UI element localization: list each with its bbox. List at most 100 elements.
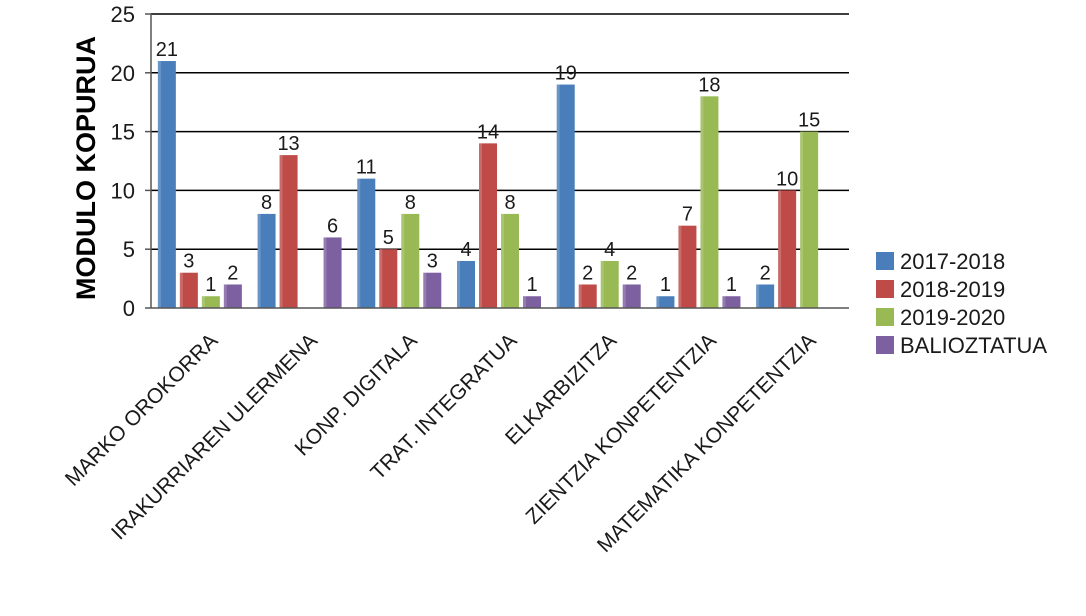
- legend-label: BALIOZTATUA: [900, 333, 1047, 358]
- bar: [457, 260, 475, 308]
- data-label: 2: [626, 262, 637, 284]
- bar-highlight: [357, 178, 361, 308]
- data-label: 21: [156, 39, 178, 61]
- bar: [700, 96, 719, 308]
- legend-swatch: [876, 280, 894, 298]
- bar-highlight: [401, 213, 405, 308]
- bar: [622, 284, 641, 308]
- bar: [179, 272, 198, 308]
- bar-highlight: [323, 237, 327, 308]
- bar-highlight: [700, 96, 704, 308]
- x-tick-label: MATEMATIKA KONPETENTZIA: [593, 329, 821, 557]
- data-label: 1: [205, 274, 216, 296]
- bar-highlight: [479, 143, 482, 308]
- bar: [401, 213, 420, 308]
- data-label: 1: [526, 274, 537, 296]
- bar-highlight: [523, 296, 526, 308]
- bar-highlight: [379, 249, 383, 308]
- bar-highlight: [457, 260, 460, 308]
- bar: [578, 284, 597, 308]
- y-tick-label: 0: [123, 296, 135, 321]
- bar-highlight: [600, 260, 604, 308]
- data-label: 2: [227, 262, 238, 284]
- bar: [223, 284, 242, 308]
- legend-swatch: [876, 336, 894, 354]
- grid-lines: [151, 13, 849, 250]
- y-tick-label: 10: [111, 178, 135, 203]
- bar: [800, 131, 819, 308]
- data-label: 1: [660, 274, 671, 296]
- legend-swatch: [876, 308, 894, 326]
- y-tick-label: 5: [123, 237, 135, 262]
- bar: [379, 249, 398, 308]
- bar: [600, 260, 619, 308]
- x-tick-label: IRAKURRIAREN ULERMENA: [107, 329, 322, 544]
- bar: [722, 296, 741, 308]
- legend-label: 2018-2019: [900, 277, 1005, 302]
- data-label: 2: [760, 262, 771, 284]
- bar: [501, 213, 519, 308]
- bar: [479, 143, 497, 308]
- bar-highlight: [157, 61, 161, 308]
- x-tick-label: ZIENTZIA KONPETENTZIA: [522, 329, 721, 528]
- bar: [201, 296, 220, 308]
- data-label: 1: [726, 274, 737, 296]
- data-label: 3: [427, 251, 438, 273]
- data-label: 15: [798, 110, 820, 132]
- data-label: 5: [383, 227, 394, 249]
- bar: [523, 296, 541, 308]
- bar: [556, 84, 575, 308]
- data-label: 11: [356, 157, 377, 179]
- bar-highlight: [756, 284, 760, 308]
- data-label: 19: [555, 63, 577, 85]
- legend: 2017-2018 2018-2019 2019-2020 BALIOZTATUA: [876, 249, 1047, 358]
- data-label: 14: [477, 121, 499, 143]
- bar-highlight: [800, 131, 804, 308]
- bar-highlight: [556, 84, 560, 308]
- bar: [257, 213, 276, 308]
- bar-highlight: [778, 190, 782, 308]
- data-label: 8: [405, 192, 416, 214]
- y-axis-title: MODULO KOPURUA: [71, 36, 101, 300]
- bar-highlight: [179, 272, 183, 308]
- legend-swatch: [876, 252, 894, 270]
- bar: [678, 225, 697, 308]
- bar: [756, 284, 775, 308]
- data-label: 13: [277, 133, 299, 155]
- data-label: 4: [460, 239, 471, 261]
- bar-highlight: [622, 284, 626, 308]
- bar: [279, 155, 298, 308]
- bar-highlight: [722, 296, 726, 308]
- bar: [423, 272, 442, 308]
- legend-label: 2019-2020: [900, 305, 1005, 330]
- bar-highlight: [501, 213, 504, 308]
- data-label: 6: [327, 215, 338, 237]
- data-label: 4: [604, 239, 615, 261]
- bar: [656, 296, 675, 308]
- bar: [323, 237, 342, 308]
- y-tick-label: 20: [111, 61, 135, 86]
- bar-highlight: [656, 296, 660, 308]
- legend-label: 2017-2018: [900, 249, 1005, 274]
- y-tick-label: 15: [111, 120, 135, 145]
- bar: [357, 178, 376, 308]
- bar-highlight: [223, 284, 227, 308]
- bar-highlight: [201, 296, 205, 308]
- bar-highlight: [257, 213, 261, 308]
- y-tick-label: 25: [111, 2, 135, 27]
- data-label: 10: [776, 168, 798, 190]
- bar-highlight: [423, 272, 427, 308]
- bar: [157, 61, 176, 308]
- y-axis: 0 5 10 15 20 25: [111, 2, 152, 321]
- bar-highlight: [279, 155, 283, 308]
- data-label: 18: [698, 74, 720, 96]
- data-label: 7: [682, 204, 693, 226]
- bar: [778, 190, 797, 308]
- bars: [157, 61, 819, 308]
- data-label: 8: [261, 192, 272, 214]
- bar-highlight: [578, 284, 582, 308]
- data-label: 2: [582, 262, 593, 284]
